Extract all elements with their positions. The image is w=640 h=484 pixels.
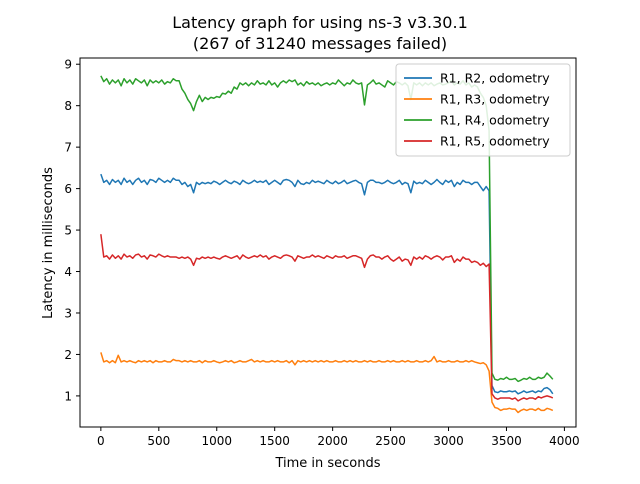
y-tick-label: 6: [64, 182, 72, 196]
x-tick-label: 4000: [549, 434, 580, 448]
series-line-2: [100, 352, 554, 414]
x-tick-label: 2500: [375, 434, 406, 448]
x-tick-label: 1000: [201, 434, 232, 448]
y-tick-label: 7: [64, 141, 72, 155]
y-tick-label: 5: [64, 224, 72, 238]
chart-title-line-1: Latency graph for using ns-3 v3.30.1: [172, 13, 468, 32]
plot-area-frame: [79, 57, 577, 428]
series-line-4: [100, 234, 554, 402]
x-tick-label: 2000: [317, 434, 348, 448]
y-tick-label: 8: [64, 99, 72, 113]
x-axis-ticks: 0 500 1000 1500 2000 2500 3000 3500 4000: [97, 427, 580, 448]
chart-title-line-2: (267 of 31240 messages failed): [193, 34, 447, 53]
y-tick-label: 4: [64, 265, 72, 279]
x-tick-label: 3000: [433, 434, 464, 448]
legend: R1, R2, odometry R1, R3, odometry R1, R4, …: [395, 63, 571, 157]
legend-label-4: R1, R5, odometry: [440, 134, 550, 149]
y-tick-label: 3: [64, 306, 72, 320]
y-axis-label: Latency in milliseconds: [41, 167, 56, 319]
legend-box: [395, 63, 571, 157]
x-axis-label: Time in seconds: [274, 456, 380, 471]
legend-label-3: R1, R4, odometry: [440, 113, 550, 128]
series-layer: [100, 75, 554, 414]
x-tick-label: 500: [147, 434, 170, 448]
x-tick-label: 3500: [491, 434, 522, 448]
y-axis-ticks: 1 2 3 4 5 6 7 8 9: [64, 58, 80, 403]
y-tick-label: 9: [64, 58, 72, 72]
x-tick-label: 0: [97, 434, 105, 448]
legend-label-1: R1, R2, odometry: [440, 71, 550, 86]
x-tick-label: 1500: [259, 434, 290, 448]
y-tick-label: 1: [64, 389, 72, 403]
series-line-1: [100, 173, 554, 395]
y-tick-label: 2: [64, 348, 72, 362]
legend-label-2: R1, R3, odometry: [440, 92, 550, 107]
